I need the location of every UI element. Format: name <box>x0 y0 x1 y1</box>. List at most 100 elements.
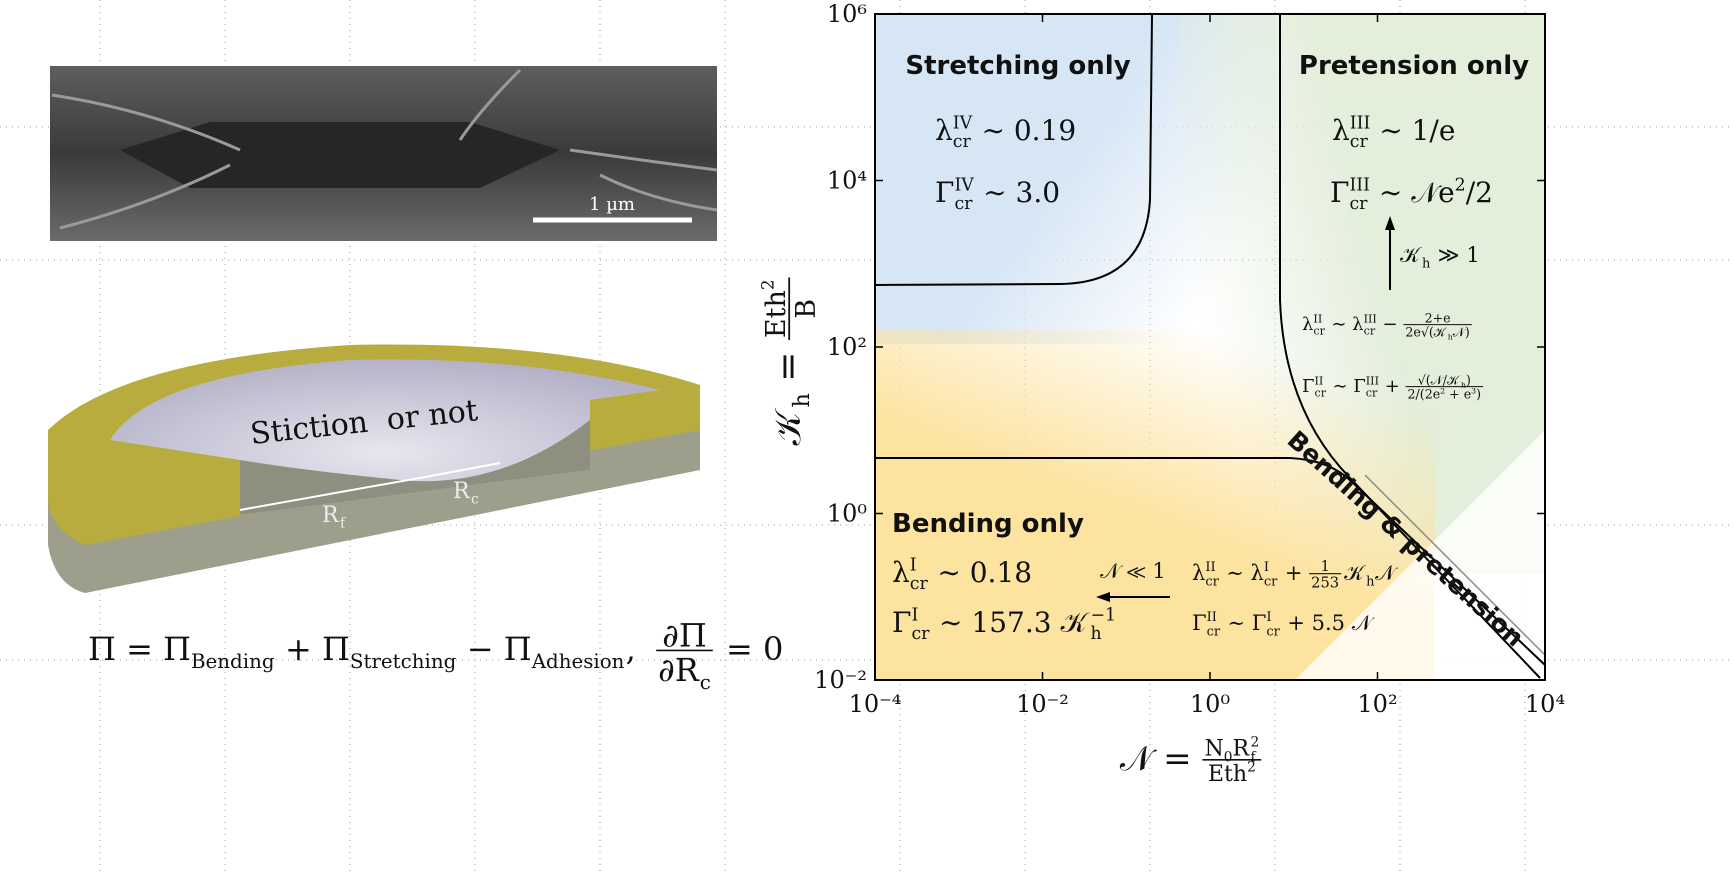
formula-sub: cr <box>911 624 930 644</box>
sem-image <box>50 66 718 241</box>
formula-text: ∼ 3.0 <box>974 176 1060 209</box>
formula: 253 <box>1311 575 1339 592</box>
formula-text: N <box>1204 736 1223 762</box>
formula-text: λ <box>1302 314 1313 335</box>
x-tick-label: 10⁻⁴ <box>849 690 902 718</box>
formula-text: = <box>768 340 809 393</box>
y-tick-label: 10⁻² <box>814 666 867 694</box>
formula-text: ∼ 157.3 𝒦 <box>930 606 1090 639</box>
formula-sub: cr <box>1364 325 1376 338</box>
formula-text: λ <box>935 114 953 147</box>
formula: B <box>791 299 822 319</box>
formula-sup: II <box>1313 312 1322 325</box>
formula-text: ∼ Γ <box>1221 611 1267 635</box>
formula-sup: I <box>1264 560 1269 575</box>
formula: N 0 R 2f <box>1204 734 1259 765</box>
formula-text: Eth <box>761 290 792 338</box>
formula-sub: cr <box>1205 574 1219 589</box>
formula-text: Γ <box>1330 176 1349 209</box>
formula-text: ∼ Γ <box>1327 376 1366 397</box>
formula-sup: 2 <box>1455 175 1466 195</box>
formula-text: ∂R <box>658 651 700 689</box>
formula-sup: 2 <box>1247 760 1256 776</box>
formula-text: 𝒩 = <box>1120 739 1203 779</box>
formula-sub: cr <box>1264 574 1278 589</box>
formula-text: 𝒦 <box>1344 561 1366 585</box>
formula-text: λ <box>892 556 910 589</box>
formula-text: 2+e <box>1425 310 1451 325</box>
formula-sup: II <box>1207 610 1217 625</box>
formula-sub: f <box>340 516 346 532</box>
formula-text: R <box>322 503 340 528</box>
y-tick-label: 10⁴ <box>827 167 867 195</box>
y-tick-label: 10⁰ <box>827 500 867 528</box>
formula-sub: cr <box>910 574 929 594</box>
formula: ∂Π <box>662 617 706 655</box>
formula-sub: cr <box>1266 624 1280 639</box>
formula-sub: 0 <box>1224 749 1233 765</box>
formula-sub: cr <box>1313 325 1325 338</box>
y-tick-label: 10² <box>827 333 867 361</box>
formula-text: 2e√(𝒦 <box>1405 325 1447 340</box>
formula-sub: h <box>1090 624 1101 644</box>
formula-sup: III <box>1350 113 1371 133</box>
formula-text: ∼ λ <box>1326 314 1364 335</box>
formula-sub: h <box>1448 333 1453 342</box>
x-tick-label: 10⁰ <box>1190 690 1230 718</box>
formula-text: − Π <box>457 630 532 668</box>
formula-text: = 0 <box>716 630 784 668</box>
formula-sup: II <box>1315 374 1324 387</box>
formula: λ Icr ∼ 0.18 <box>892 555 1032 594</box>
formula-sup: I <box>1266 610 1271 625</box>
formula-text: ) <box>1466 372 1471 387</box>
formula-sub: h <box>1366 574 1375 589</box>
formula-text: 1 <box>1320 558 1329 575</box>
formula-sub: cr <box>1349 194 1368 214</box>
region-name: Bending only <box>892 509 1084 539</box>
formula-text: Γ <box>1302 376 1315 397</box>
formula: ∂R c <box>658 651 711 694</box>
formula-text: + <box>1278 561 1309 585</box>
formula-sup: IV <box>953 113 973 133</box>
formula-sub: cr <box>1366 387 1378 400</box>
formula: Π = Π Bending + Π Stretching − Π Adhesion, … <box>88 617 783 694</box>
formula-text: 𝒦 <box>768 408 809 446</box>
formula: 2/(2e 2 + e 3) <box>1408 386 1482 401</box>
formula-text: 𝒩) <box>1453 325 1470 340</box>
formula-text: Γ <box>1192 611 1207 635</box>
formula-text: λ <box>1332 114 1350 147</box>
formula-sup: III <box>1349 175 1370 195</box>
formula-sub: cr <box>953 132 972 152</box>
formula-sub: Stretching <box>350 650 457 673</box>
formula: 1 <box>1320 558 1329 575</box>
formula-text: ∼ 0.19 <box>973 114 1077 147</box>
formula-sub: cr <box>1350 132 1369 152</box>
formula-text: 𝒩 <box>1375 561 1398 585</box>
x-tick-label: 10⁴ <box>1525 690 1565 718</box>
formula-sup: 2 <box>1440 386 1445 395</box>
formula-sup: I <box>910 555 917 575</box>
formula-sub: cr <box>1207 624 1221 639</box>
formula-text: ∂Π <box>662 617 706 655</box>
formula-text: Γ <box>935 176 954 209</box>
formula-text: + <box>1379 376 1406 397</box>
formula-text: ∼ 1/e <box>1370 114 1455 147</box>
formula-sub: h <box>789 393 815 407</box>
scale-bar-label: 1 µm <box>589 194 635 215</box>
formula-text: √(𝒩/𝒦 <box>1418 372 1461 387</box>
formula: √(𝒩/𝒦 h) <box>1418 372 1471 389</box>
formula-sup: −1 <box>1090 605 1116 625</box>
formula-sup: 2 <box>1251 734 1260 750</box>
formula-sub: c <box>471 492 479 508</box>
